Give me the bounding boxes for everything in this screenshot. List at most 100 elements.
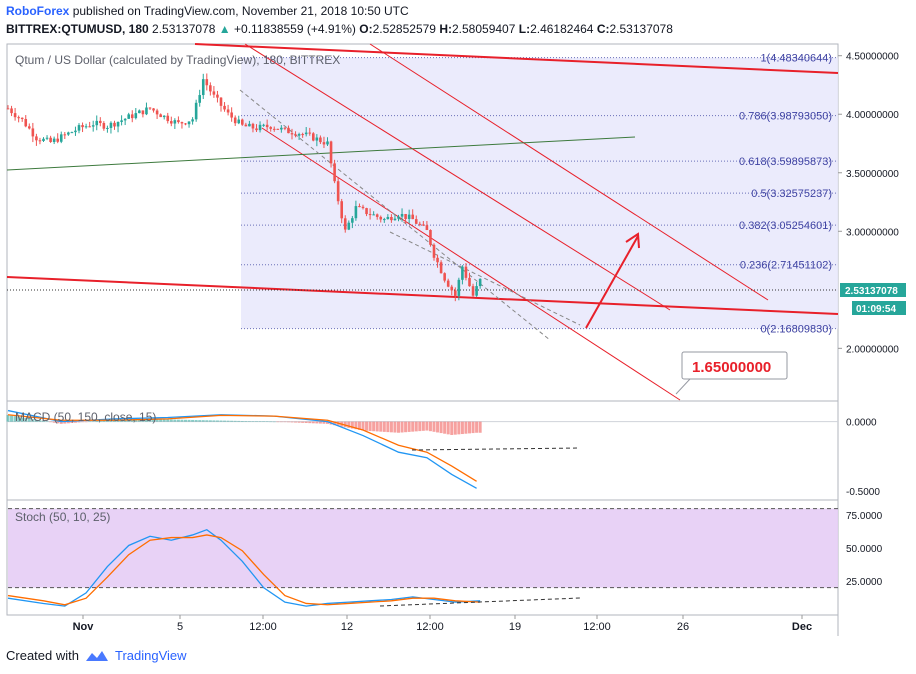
macd-divergence-line [411,447,581,451]
candle-body [81,125,84,128]
candle-body [6,108,10,110]
macd-histogram-bar [95,420,99,422]
macd-histogram-bar [294,421,298,423]
macd-histogram-bar [38,420,42,422]
time-axis-label: 12:00 [583,621,611,633]
macd-histogram-bar [212,420,216,422]
candle-body [294,134,297,136]
candle-body [28,126,31,129]
candle-body [304,132,308,135]
macd-histogram-bar [152,419,156,422]
macd-histogram-bar [162,419,166,422]
candle-body [17,117,20,119]
macd-histogram-bar [350,421,354,429]
candle-body [42,138,45,141]
candle-body [194,102,198,120]
candle-body [148,107,152,109]
macd-histogram-bar [52,421,56,423]
macd-histogram-bar [77,421,81,423]
macd-histogram-bar [70,421,74,423]
candle-body [312,133,315,141]
countdown-badge [852,301,906,315]
candle-body [280,127,283,130]
candle-body [56,138,59,142]
macd-histogram-bar [233,420,237,422]
publisher-brand[interactable]: RoboForex [6,4,70,18]
fib-retracement[interactable]: 1(4.48340644) 0.786(3.98793050) 0.618(3.59… [241,53,838,336]
macd-histogram-bar [81,421,85,423]
macd-histogram-bar [407,421,411,432]
macd-histogram-bar [421,421,425,431]
target-callout[interactable] [681,351,788,380]
candle-body [336,181,340,202]
macd-histogram-bar [13,416,17,422]
macd-histogram-bar [194,420,198,422]
macd-histogram-bar [247,421,251,422]
macd-histogram-bar [166,419,170,422]
macd-histogram-bar [425,421,429,431]
macd-histogram-bar [304,421,308,423]
candle-body [91,125,95,127]
macd-axis-label: 0.0000 [846,418,877,429]
macd-histogram-bar [393,421,397,433]
macd-histogram-bar [276,421,280,423]
candle-body [116,121,120,127]
macd-histogram-bar [262,421,266,422]
macd-histogram-bar [98,420,102,422]
candle-body [109,122,113,128]
macd-histogram-bar [290,421,294,423]
candle-body [244,124,248,127]
macd-histogram-bar [208,420,212,422]
candle-body [10,108,13,114]
fib-level-label: 0(2.16809830) [760,324,832,336]
candle-body [414,219,418,224]
chart-canvas[interactable]: 1(4.48340644) 0.786(3.98793050) 0.618(3.59… [0,0,916,645]
macd-title: MACD (50, 150, close, 15) [15,410,156,424]
trend-line [244,43,671,311]
tradingview-link[interactable]: TradingView [114,648,187,663]
candle-body [59,134,63,142]
macd-histogram-bar [311,421,315,424]
macd-histogram-bar [343,421,347,428]
candle-body [219,97,223,106]
candle-body [386,216,390,220]
candle-body [272,128,276,130]
macd-histogram-bar [368,421,372,431]
candle-body [201,79,205,96]
low-value: 2.46182464 [530,22,594,36]
candle-body [52,138,56,142]
candle-body [184,123,187,125]
candle-body [372,214,375,216]
trend-line [194,43,839,74]
candle-body [95,120,99,126]
candle-body [464,266,468,278]
macd-histogram-bar [297,421,301,423]
macd-histogram-bar [10,415,14,422]
macd-histogram-bar [436,421,440,433]
candle-body [301,134,304,136]
candle-body [315,137,319,141]
macd-histogram-bar [31,419,35,422]
candle-body [393,218,397,221]
macd-histogram-bar [471,421,475,434]
forecast-arrow [585,235,639,329]
candle-body [471,286,475,296]
time-axis-label: 19 [509,621,521,633]
candle-body [361,206,365,209]
macd-histogram-bar [386,421,390,433]
macd-histogram-bar [450,421,454,435]
candle-body [49,137,52,142]
high-label: H: [439,22,452,36]
macd-histogram-bar [59,421,63,424]
candle-body [216,94,219,98]
candle-body [283,127,287,129]
macd-histogram-bar [141,419,145,422]
target-callout-pointer [675,378,691,395]
macd-histogram-bar [137,419,141,422]
candle-body [212,91,216,95]
candle-body [45,137,49,139]
candle-body [340,201,343,219]
macd-histogram-bar [404,421,408,433]
candle-body [432,244,436,258]
candle-body [152,108,155,111]
